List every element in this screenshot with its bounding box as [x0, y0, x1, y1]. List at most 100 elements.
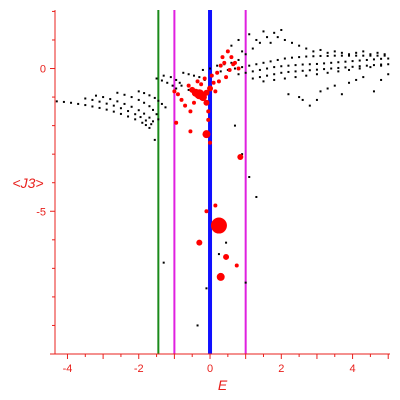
- black-point: [326, 51, 329, 54]
- black-point: [262, 61, 265, 64]
- black-point: [301, 63, 304, 66]
- black-point: [290, 56, 293, 59]
- red-point: [215, 70, 220, 75]
- black-point: [148, 116, 151, 119]
- black-point: [153, 138, 156, 141]
- black-point: [372, 64, 375, 67]
- red-point: [203, 99, 210, 106]
- black-point: [376, 51, 379, 54]
- black-point: [244, 71, 247, 74]
- red-point: [172, 89, 177, 94]
- black-point: [333, 84, 336, 87]
- black-point: [241, 50, 244, 53]
- red-point: [213, 203, 218, 208]
- black-point: [209, 67, 212, 70]
- black-point: [178, 81, 181, 84]
- black-point: [143, 112, 146, 115]
- red-point: [209, 73, 214, 78]
- black-point: [84, 104, 87, 107]
- black-point: [152, 120, 155, 123]
- black-point: [283, 57, 286, 60]
- black-point: [273, 73, 276, 76]
- red-point: [206, 109, 211, 114]
- black-point: [233, 67, 236, 70]
- black-point: [175, 78, 178, 81]
- black-point: [157, 99, 160, 102]
- red-point: [229, 55, 234, 60]
- black-point: [369, 53, 372, 56]
- red-point: [231, 62, 236, 67]
- black-point: [180, 84, 183, 87]
- black-point: [241, 153, 244, 156]
- black-point: [150, 123, 153, 126]
- black-point: [77, 102, 80, 105]
- black-point: [287, 93, 290, 96]
- black-point: [280, 28, 283, 31]
- black-point: [251, 70, 254, 73]
- black-point: [130, 105, 133, 108]
- red-point: [183, 103, 188, 108]
- black-point: [119, 107, 122, 110]
- x-tick-label: -2: [134, 363, 144, 375]
- black-series: [55, 28, 390, 327]
- black-point: [258, 68, 261, 71]
- red-point: [207, 85, 214, 92]
- black-point: [105, 102, 108, 105]
- black-point: [230, 44, 233, 47]
- black-point: [380, 57, 383, 60]
- red-point: [188, 109, 193, 114]
- axes: -4 -2 0 2 4 0 -5: [36, 10, 390, 375]
- red-point: [225, 49, 230, 54]
- black-point: [84, 97, 87, 100]
- black-point: [372, 58, 375, 61]
- black-point: [217, 253, 220, 256]
- red-point: [174, 120, 179, 125]
- red-point: [191, 100, 196, 105]
- black-point: [351, 60, 354, 63]
- black-point: [98, 100, 101, 103]
- red-point: [220, 55, 225, 60]
- black-point: [123, 102, 126, 105]
- black-point: [315, 98, 318, 101]
- black-point: [166, 81, 169, 84]
- black-point: [351, 65, 354, 68]
- black-point: [105, 108, 108, 111]
- black-point: [340, 51, 343, 54]
- black-point: [258, 76, 261, 79]
- red-point: [202, 130, 211, 139]
- black-point: [358, 59, 361, 62]
- black-point: [123, 93, 126, 96]
- red-point: [234, 263, 239, 268]
- red-point: [179, 97, 184, 102]
- black-point: [305, 55, 308, 58]
- black-point: [380, 63, 383, 66]
- black-point: [330, 61, 333, 64]
- black-point: [262, 80, 265, 83]
- black-point: [144, 124, 147, 127]
- black-point: [102, 96, 105, 99]
- x-tick-label: -4: [63, 363, 73, 375]
- black-point: [162, 261, 165, 264]
- black-point: [387, 73, 390, 76]
- black-point: [116, 91, 119, 94]
- black-point: [116, 100, 119, 103]
- black-point: [155, 113, 158, 116]
- black-point: [187, 88, 190, 91]
- black-point: [301, 98, 304, 101]
- black-point: [134, 113, 137, 116]
- black-point: [387, 63, 390, 66]
- black-point: [153, 96, 156, 99]
- black-point: [109, 98, 112, 101]
- black-point: [160, 79, 163, 82]
- vertical-reference-lines: [157, 10, 247, 354]
- red-point: [224, 75, 229, 80]
- black-point: [348, 68, 351, 71]
- y-tick-label: 0: [40, 64, 46, 76]
- red-point: [222, 60, 227, 65]
- y-axis-title: <J3>: [12, 175, 43, 191]
- black-point: [369, 66, 372, 69]
- black-point: [333, 50, 336, 53]
- black-point: [237, 58, 240, 61]
- black-point: [237, 38, 240, 41]
